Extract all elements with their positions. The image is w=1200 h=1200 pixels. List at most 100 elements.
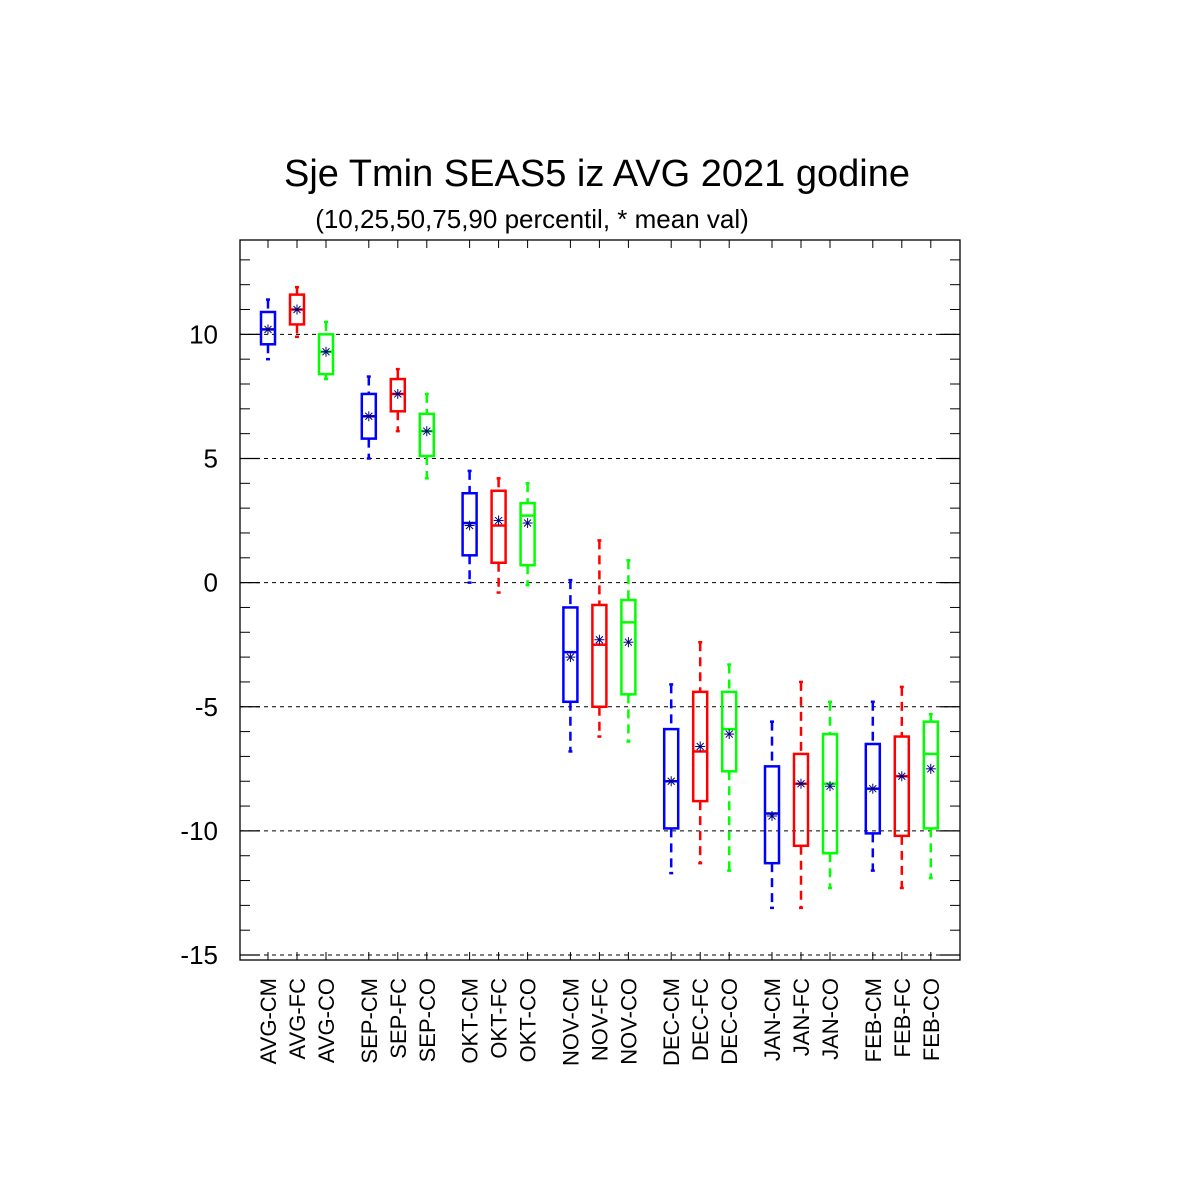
box-jan-cm bbox=[763, 720, 781, 910]
y-tick-label: 0 bbox=[204, 568, 218, 598]
iqr-box bbox=[792, 752, 810, 848]
mean-marker bbox=[825, 781, 835, 792]
x-tick-label: NOV-CO bbox=[616, 978, 641, 1065]
y-tick-label: -15 bbox=[180, 940, 218, 970]
mean-marker bbox=[925, 763, 936, 774]
mean-marker bbox=[867, 783, 878, 794]
mean-marker-stroke bbox=[264, 325, 272, 334]
mean-marker-stroke bbox=[465, 521, 474, 530]
box-nov-cm bbox=[562, 578, 579, 753]
iqr-box bbox=[418, 412, 436, 458]
x-tick-label: JAN-CO bbox=[818, 978, 843, 1060]
plot-frame bbox=[239, 239, 961, 961]
mean-marker-stroke bbox=[566, 653, 575, 661]
mean-marker-stroke bbox=[595, 635, 604, 644]
x-tick-label: DEC-CM bbox=[659, 978, 684, 1066]
iqr-box bbox=[519, 501, 536, 567]
x-tick-label: JAN-FC bbox=[789, 978, 814, 1056]
x-tick-label: AVG-CO bbox=[314, 978, 339, 1063]
x-tick-label: FEB-CM bbox=[861, 978, 886, 1062]
iqr-box bbox=[922, 720, 940, 830]
mean-marker-stroke bbox=[926, 764, 935, 773]
x-tick-label: NOV-CM bbox=[558, 978, 583, 1066]
box-okt-cm bbox=[461, 469, 478, 584]
mean-marker bbox=[421, 426, 432, 437]
mean-marker-stroke bbox=[868, 784, 877, 793]
mean-marker bbox=[724, 729, 735, 740]
iqr-box bbox=[662, 727, 680, 830]
mean-marker-stroke bbox=[494, 516, 503, 525]
iqr-box bbox=[562, 606, 579, 704]
mean-marker-stroke bbox=[523, 519, 532, 527]
x-tick-label: AVG-FC bbox=[285, 978, 310, 1060]
box-feb-co bbox=[922, 712, 940, 880]
mean-marker-stroke bbox=[797, 779, 805, 788]
x-tick-label: OKT-CO bbox=[516, 978, 541, 1062]
x-tick-label: OKT-CM bbox=[458, 978, 483, 1064]
chart-title: Sje Tmin SEAS5 iz AVG 2021 godine bbox=[284, 153, 910, 195]
mean-marker bbox=[363, 411, 374, 422]
mean-marker bbox=[464, 520, 475, 531]
x-tick-label: OKT-FC bbox=[487, 978, 512, 1059]
box-jan-fc bbox=[792, 680, 810, 910]
x-tick-label: FEB-FC bbox=[890, 978, 915, 1058]
box-avg-fc bbox=[288, 285, 306, 339]
box-sep-fc bbox=[389, 367, 407, 433]
iqr-box bbox=[821, 732, 839, 855]
mean-marker-stroke bbox=[624, 638, 633, 647]
mean-marker bbox=[565, 652, 576, 663]
mean-marker bbox=[623, 637, 634, 648]
box-sep-cm bbox=[360, 375, 378, 460]
box-okt-co bbox=[519, 482, 536, 587]
mean-marker-stroke bbox=[667, 777, 676, 786]
box-avg-co bbox=[317, 320, 335, 381]
box-okt-fc bbox=[490, 477, 507, 594]
mean-marker-stroke bbox=[826, 782, 834, 791]
box-dec-cm bbox=[662, 683, 680, 875]
mean-marker bbox=[896, 771, 907, 782]
x-tick-label: SEP-CM bbox=[357, 978, 382, 1064]
mean-marker bbox=[263, 324, 273, 335]
mean-marker bbox=[796, 778, 806, 789]
y-tick-label: 10 bbox=[189, 319, 218, 349]
x-tick-label: SEP-CO bbox=[415, 978, 440, 1062]
iqr-box bbox=[317, 333, 335, 376]
box-nov-co bbox=[620, 559, 637, 743]
mean-marker bbox=[695, 741, 706, 752]
mean-marker bbox=[666, 776, 677, 787]
iqr-box bbox=[720, 690, 738, 773]
mean-marker-stroke bbox=[364, 412, 373, 421]
mean-marker bbox=[522, 518, 533, 529]
iqr-box bbox=[893, 735, 911, 838]
mean-marker-stroke bbox=[422, 427, 431, 436]
x-tick-label: NOV-FC bbox=[587, 978, 612, 1061]
mean-marker bbox=[321, 346, 331, 357]
mean-marker-stroke bbox=[696, 742, 705, 751]
y-tick-label: -10 bbox=[180, 816, 218, 846]
y-tick-label: 5 bbox=[204, 443, 218, 473]
box-feb-cm bbox=[864, 700, 882, 872]
box-feb-fc bbox=[893, 685, 911, 890]
box-jan-co bbox=[821, 700, 839, 890]
box-nov-fc bbox=[591, 539, 608, 738]
x-tick-label: DEC-FC bbox=[688, 978, 713, 1061]
iqr-box bbox=[620, 598, 637, 696]
mean-marker-stroke bbox=[768, 812, 776, 820]
x-tick-label: DEC-CO bbox=[717, 978, 742, 1065]
mean-marker bbox=[594, 634, 605, 645]
box-avg-cm bbox=[259, 298, 277, 361]
mean-marker-stroke bbox=[897, 772, 906, 781]
mean-marker bbox=[392, 388, 403, 399]
x-tick-label: SEP-FC bbox=[386, 978, 411, 1059]
grid-lines bbox=[240, 333, 960, 956]
mean-marker-stroke bbox=[393, 390, 402, 398]
iqr-box bbox=[691, 690, 709, 803]
box-dec-co bbox=[720, 663, 738, 872]
mean-marker-stroke bbox=[725, 730, 734, 738]
mean-marker bbox=[767, 811, 777, 821]
mean-marker bbox=[493, 515, 504, 526]
mean-marker bbox=[292, 304, 302, 315]
x-tick-label: AVG-CM bbox=[256, 978, 281, 1064]
